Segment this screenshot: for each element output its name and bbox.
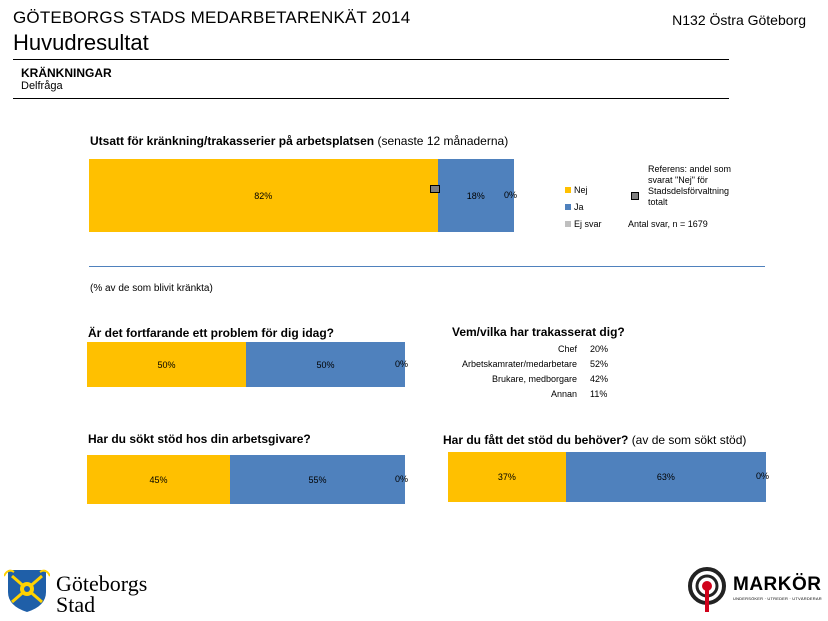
bar-segment-nej: 82%: [89, 159, 438, 232]
goteborg-crest-icon: [3, 566, 51, 614]
bar-data-label: 63%: [656, 472, 675, 482]
markor-logo-icon: [688, 566, 728, 614]
sample-size: Antal svar, n = 1679: [628, 219, 708, 229]
bar-data-label-ej-svar: 0%: [755, 471, 769, 481]
q2-chart: 50% 50% 0%: [87, 342, 408, 387]
note: (% av de som blivit kränkta): [90, 283, 213, 294]
q1-question-normal: (senaste 12 månaderna): [377, 134, 509, 148]
markor-logo-tagline: UNDERSÖKER · UTREDER · UTVÄRDERAR: [733, 596, 822, 601]
report-title: GÖTEBORGS STADS MEDARBETARENKÄT 2014: [13, 8, 411, 27]
bar-data-label-ej-svar: 0%: [394, 358, 408, 369]
q5-question-bold: Har du fått det stöd du behöver?: [443, 433, 629, 447]
bar-data-label-ej-svar: 0%: [503, 189, 517, 200]
q1-bar: 82% 18%: [89, 159, 514, 232]
bar-segment-nej: 45%: [87, 455, 231, 504]
q3-row-label: Arbetskamrater/medarbetare: [461, 359, 577, 369]
legend-nej-label: Nej: [574, 185, 588, 195]
q2-question: Är det fortfarande ett problem för dig i…: [88, 326, 335, 340]
legend-ej-svar-label: Ej svar: [574, 219, 602, 229]
q4-bar: 45% 55%: [87, 455, 405, 504]
q3-row-label: Chef: [557, 344, 577, 354]
q5-chart: 37% 63% 0%: [448, 452, 769, 502]
legend-nej: Nej: [565, 185, 588, 195]
goteborg-logo-line1: Göteborgs: [56, 571, 148, 596]
section-title: KRÄNKNINGAR: [21, 66, 112, 80]
bar-segment-nej: 50%: [87, 342, 246, 387]
q1-question-bold: Utsatt för kränkning/trakasserier på arb…: [90, 134, 375, 148]
q3-row-value: 42%: [590, 374, 609, 384]
q3-question: Vem/vilka har trakasserat dig?: [452, 325, 625, 339]
q4-chart: 45% 55% 0%: [87, 455, 408, 504]
goteborg-logo-line2: Stad: [56, 592, 96, 617]
bar-data-label: 55%: [308, 474, 327, 485]
q2-bar: 50% 50%: [87, 342, 405, 387]
markor-logo-text: MARKÖR: [733, 574, 822, 595]
q3-row-label: Brukare, medborgare: [491, 374, 577, 384]
legend-reference-swatch: [631, 192, 639, 200]
bar-segment-ja: 18%: [437, 159, 514, 232]
q1-chart: 82% 18% 0%: [89, 159, 517, 232]
bar-data-label: 50%: [316, 359, 335, 370]
q3-row-value: 20%: [590, 344, 609, 354]
legend-nej-swatch: [565, 187, 571, 193]
q3-row-value: 11%: [590, 389, 608, 399]
bar-data-label: 45%: [149, 474, 168, 485]
q5-question: Har du fått det stöd du behöver? (av de …: [443, 433, 746, 447]
bar-segment-ja: 55%: [230, 455, 405, 504]
q4-question: Har du sökt stöd hos din arbetsgivare?: [88, 432, 311, 446]
bar-data-label-ej-svar: 0%: [394, 473, 408, 484]
bar-data-label: 82%: [254, 190, 273, 201]
bar-data-label: 37%: [497, 472, 516, 482]
q1-reference-marker: [430, 185, 441, 193]
q5-bar: 37% 63%: [448, 452, 766, 502]
legend-ja-label: Ja: [574, 202, 584, 212]
bar-data-label: 50%: [157, 359, 176, 370]
unit-label: N132 Östra Göteborg: [672, 12, 806, 28]
q3-row-label: Annan: [550, 389, 577, 399]
goteborg-logo-text: Göteborgs Stad: [56, 571, 148, 617]
legend-reference-label: Referens: andel som svarat "Nej" för Sta…: [648, 164, 732, 207]
bar-data-label: 18%: [466, 190, 485, 201]
section-divider: [13, 98, 729, 99]
q5-question-normal: (av de som sökt stöd): [631, 433, 747, 447]
legend-ej-svar-swatch: [565, 221, 571, 227]
q1-question: Utsatt för kränkning/trakasserier på arb…: [90, 134, 508, 148]
section-subtitle: Delfråga: [21, 80, 63, 92]
page-title: Huvudresultat: [13, 30, 149, 55]
q3-row-value: 52%: [590, 359, 609, 369]
legend-ja: Ja: [565, 202, 584, 212]
bar-segment-nej: 37%: [448, 452, 566, 502]
chart-divider: [89, 266, 765, 267]
bar-segment-ja: 63%: [565, 452, 766, 502]
bar-segment-ja: 50%: [246, 342, 405, 387]
legend-ja-swatch: [565, 204, 571, 210]
legend-ej-svar: Ej svar: [565, 219, 602, 229]
header-divider: [13, 59, 729, 60]
